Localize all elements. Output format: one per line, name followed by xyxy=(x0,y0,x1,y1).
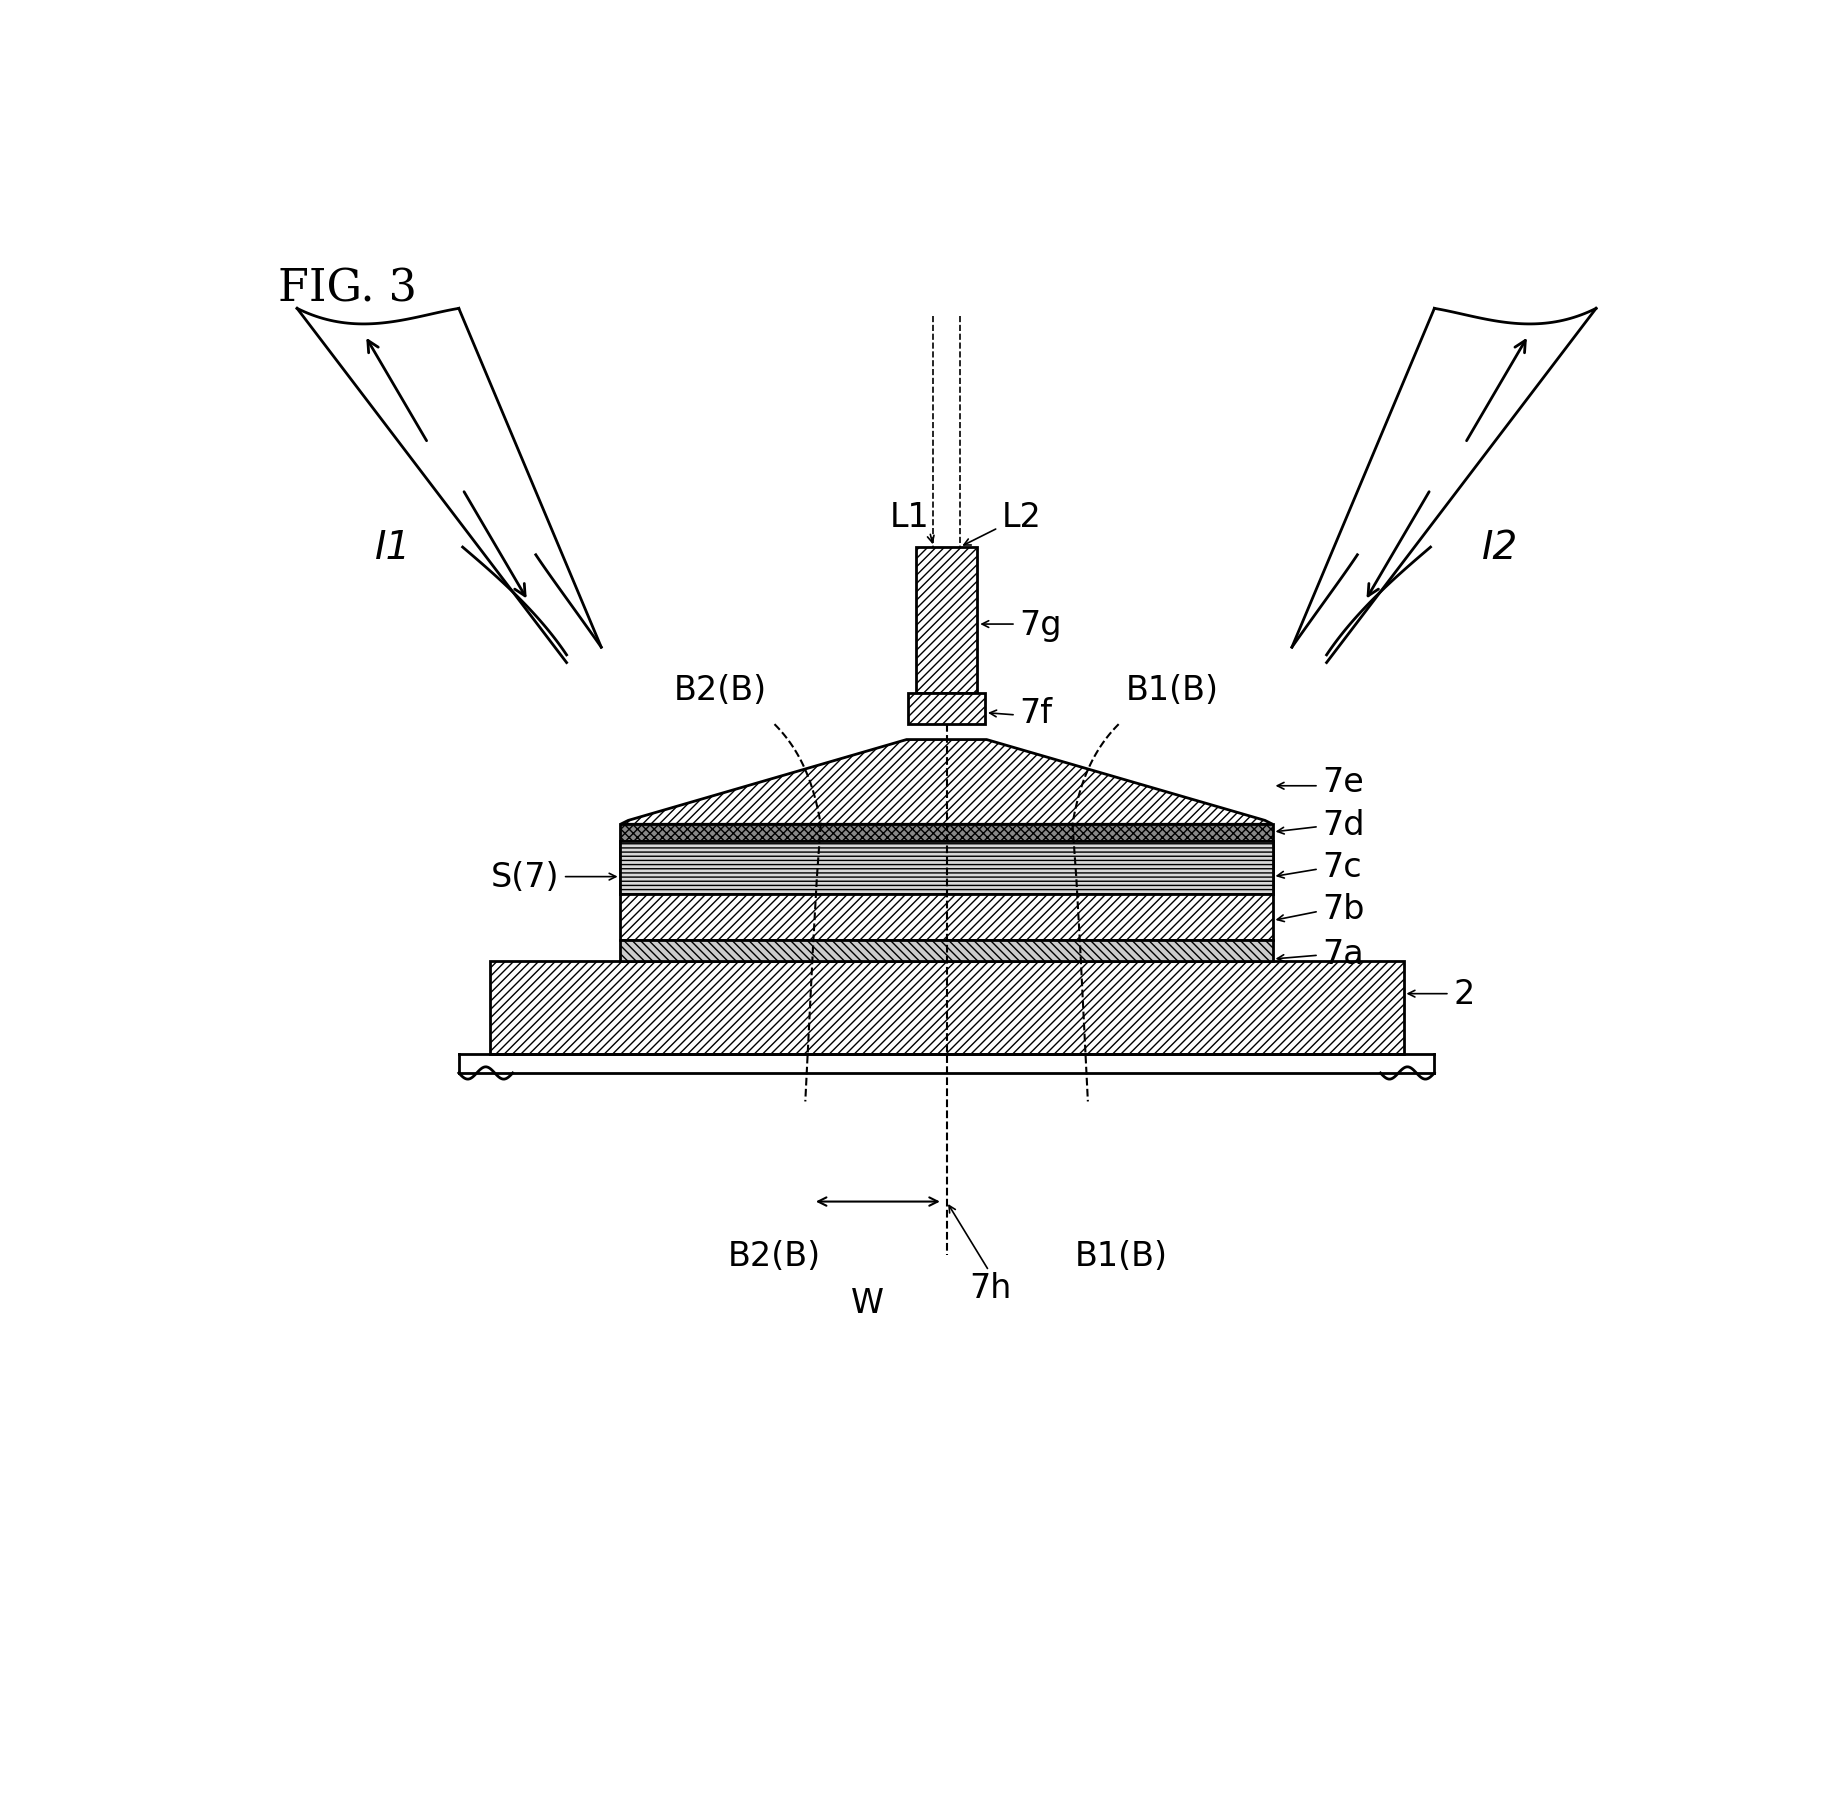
Polygon shape xyxy=(621,741,1273,824)
Text: FIG. 3: FIG. 3 xyxy=(277,267,417,311)
Text: B2(B): B2(B) xyxy=(674,674,767,707)
Text: L1: L1 xyxy=(890,501,929,533)
Polygon shape xyxy=(621,894,1273,940)
Text: B1(B): B1(B) xyxy=(1075,1240,1167,1272)
Text: L2: L2 xyxy=(1003,501,1042,533)
Polygon shape xyxy=(489,961,1404,1053)
Polygon shape xyxy=(621,842,1273,894)
Text: 7f: 7f xyxy=(1020,698,1053,730)
Polygon shape xyxy=(621,824,1273,842)
Text: 7e: 7e xyxy=(1322,766,1365,799)
Text: W: W xyxy=(850,1287,883,1319)
Polygon shape xyxy=(621,842,1273,894)
Text: 7b: 7b xyxy=(1322,893,1365,925)
Polygon shape xyxy=(909,694,984,725)
Text: B2(B): B2(B) xyxy=(728,1240,822,1272)
Text: S(7): S(7) xyxy=(491,860,560,894)
Text: 2: 2 xyxy=(1454,978,1476,1010)
Text: I2: I2 xyxy=(1481,529,1518,567)
Text: 7c: 7c xyxy=(1322,851,1363,884)
Polygon shape xyxy=(916,548,977,694)
Polygon shape xyxy=(621,940,1273,961)
Text: 7d: 7d xyxy=(1322,808,1365,842)
Text: 7a: 7a xyxy=(1322,938,1365,970)
Text: I1: I1 xyxy=(375,529,412,567)
Text: B1(B): B1(B) xyxy=(1127,674,1219,707)
Text: 7g: 7g xyxy=(1020,609,1062,641)
Text: 7h: 7h xyxy=(970,1270,1012,1305)
